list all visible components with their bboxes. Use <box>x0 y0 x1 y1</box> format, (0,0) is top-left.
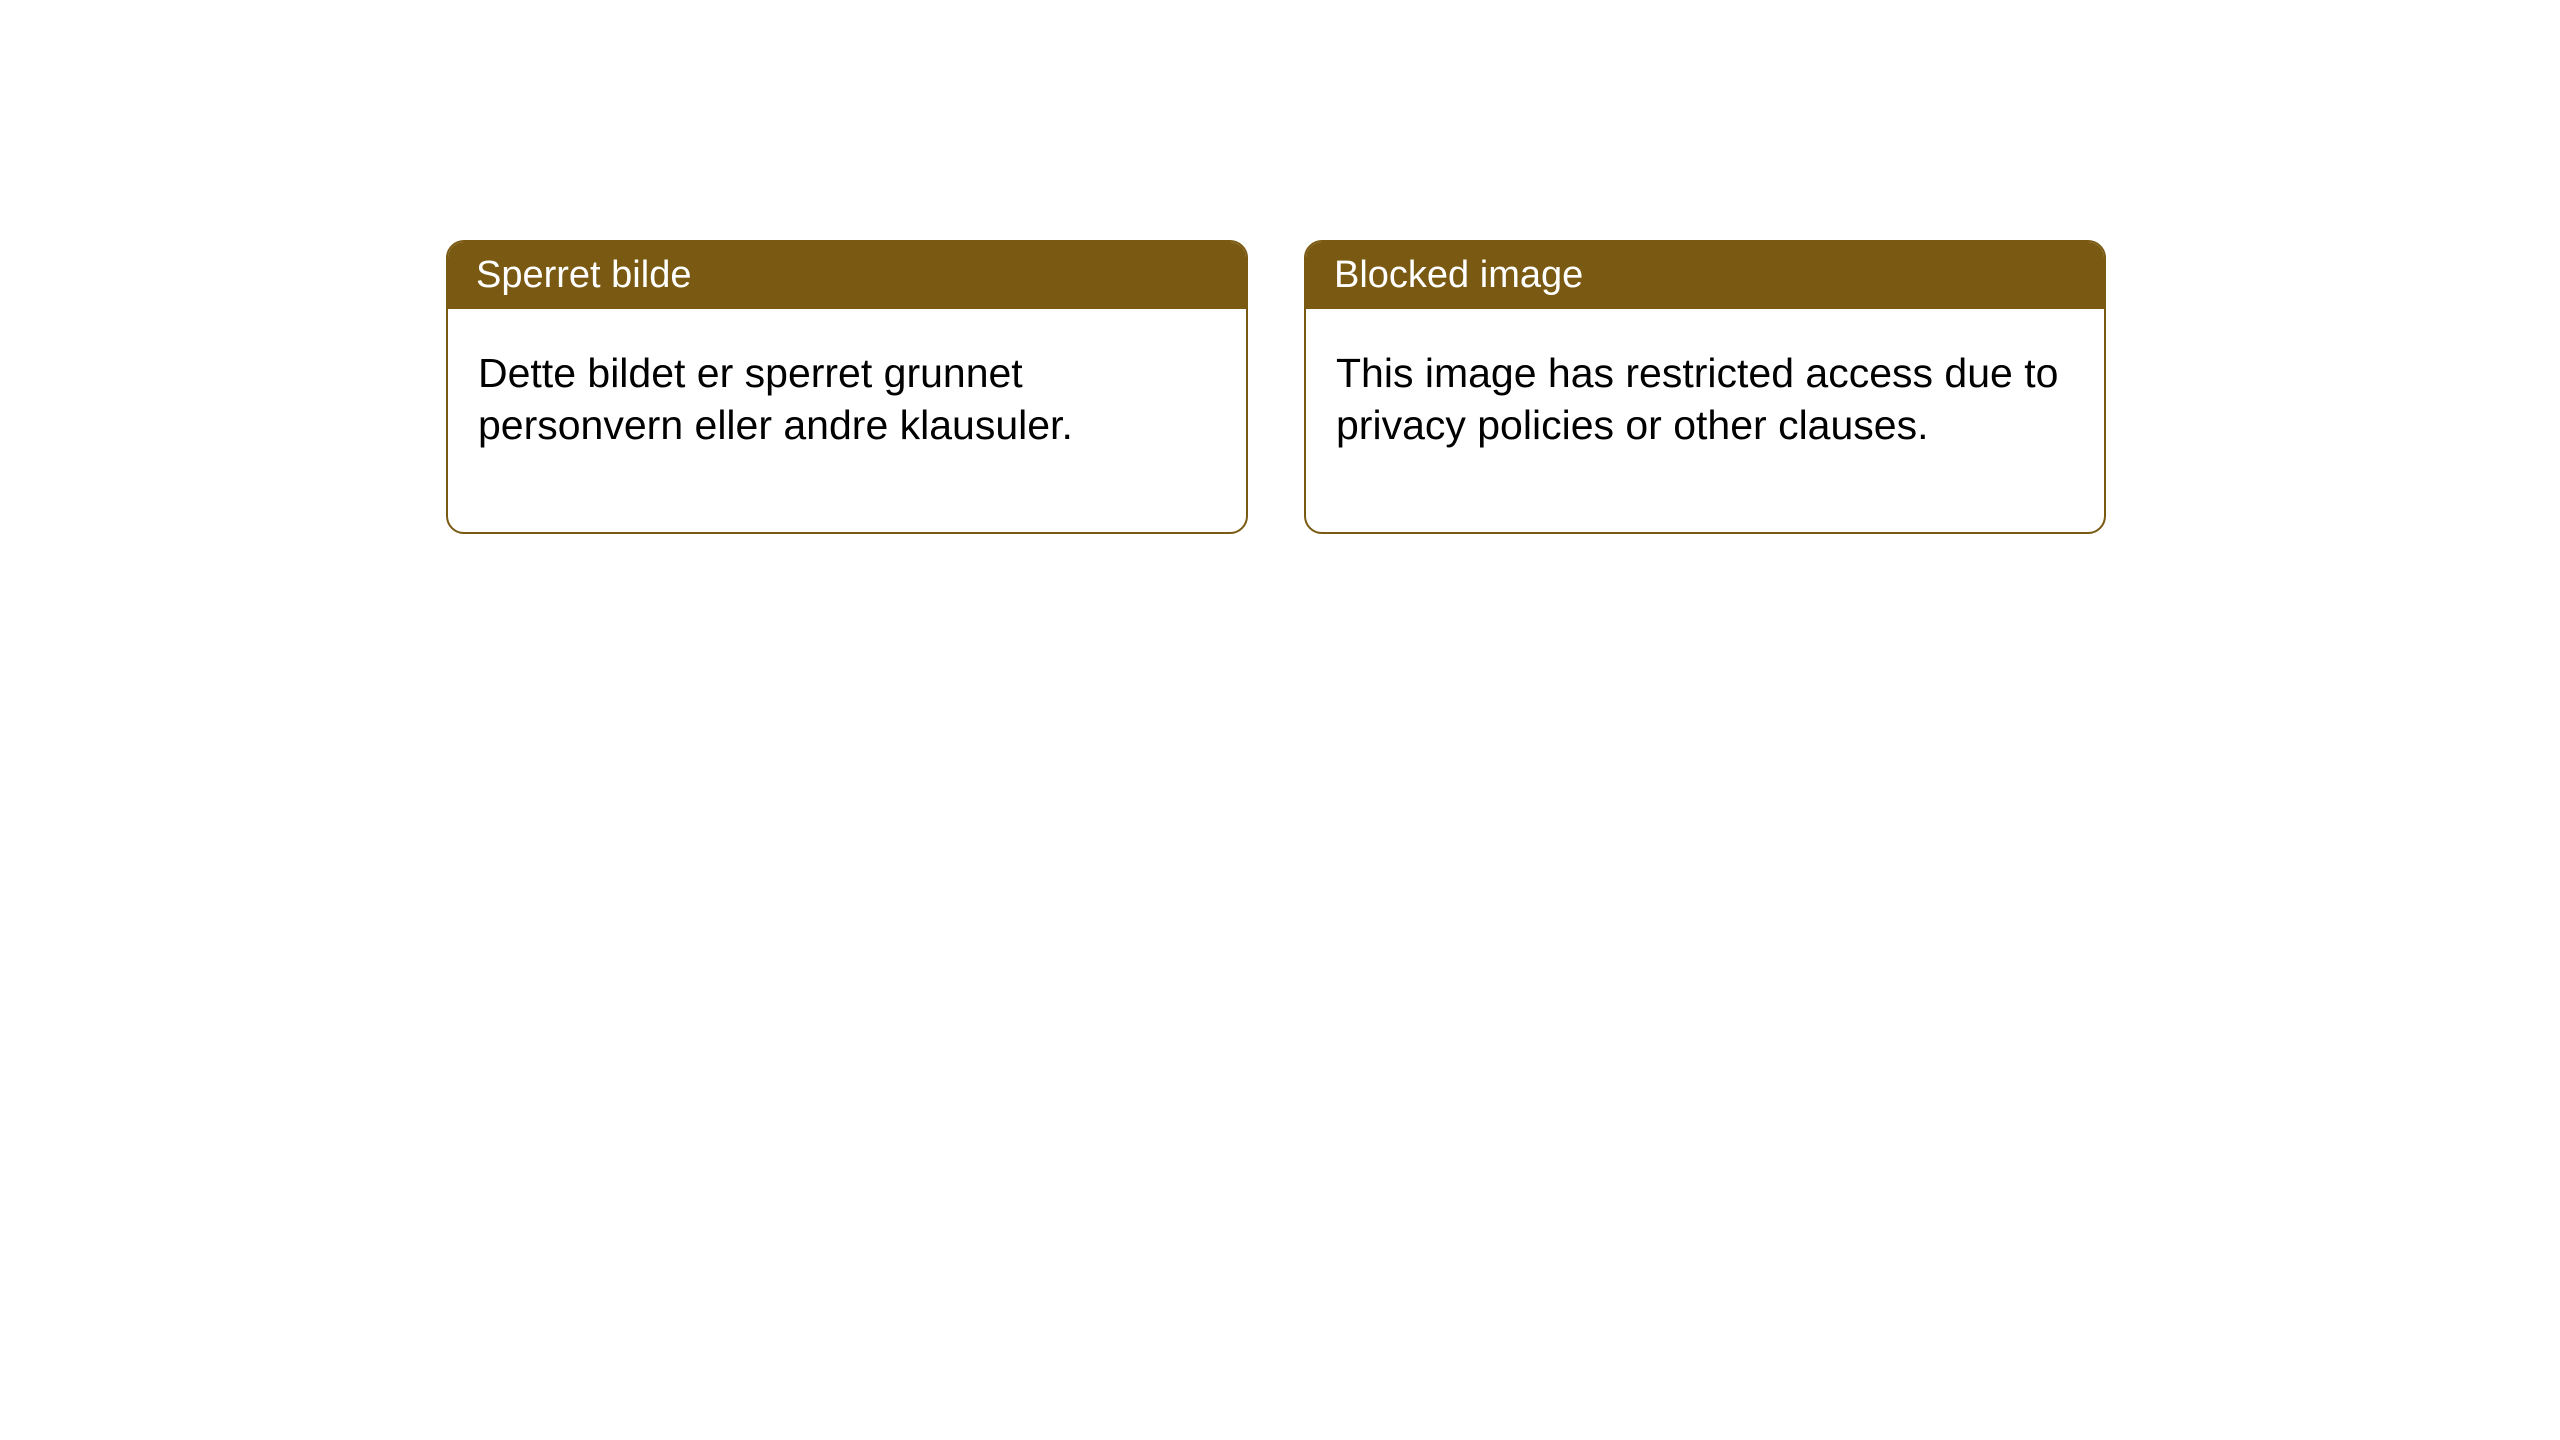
notice-header: Blocked image <box>1306 242 2104 309</box>
notice-header: Sperret bilde <box>448 242 1246 309</box>
notice-container: Sperret bilde Dette bildet er sperret gr… <box>446 240 2106 534</box>
notice-body: This image has restricted access due to … <box>1306 309 2104 532</box>
notice-card-english: Blocked image This image has restricted … <box>1304 240 2106 534</box>
notice-card-norwegian: Sperret bilde Dette bildet er sperret gr… <box>446 240 1248 534</box>
notice-body: Dette bildet er sperret grunnet personve… <box>448 309 1246 532</box>
